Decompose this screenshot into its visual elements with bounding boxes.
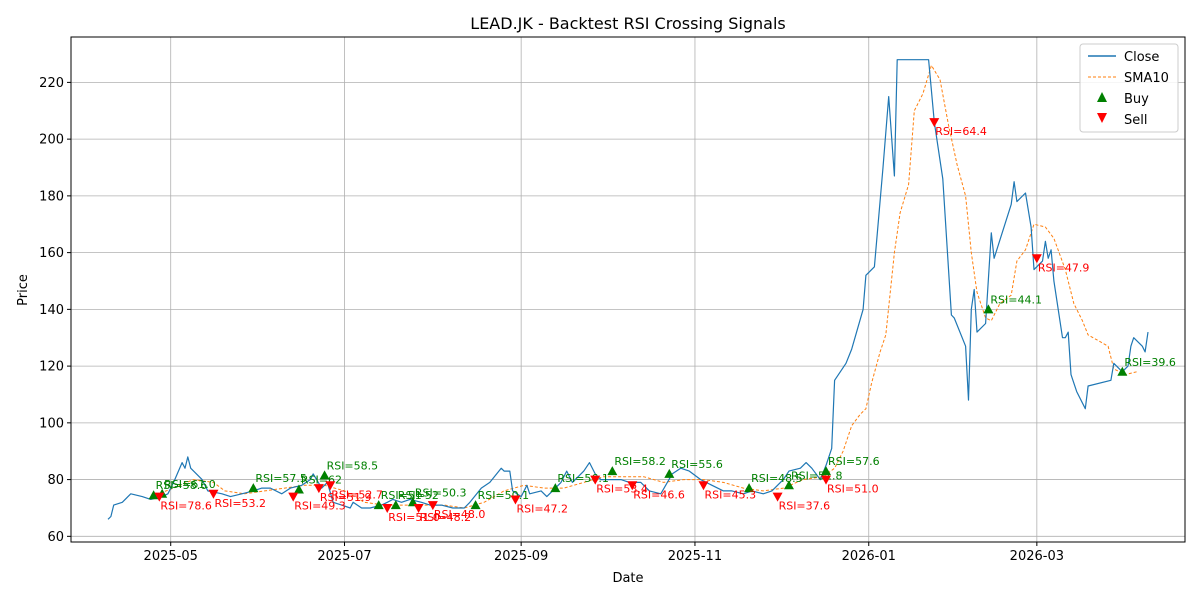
x-tick-label: 2026-03 [1010, 549, 1064, 564]
y-tick-label: 220 [39, 76, 64, 91]
buy-signal-label: RSI=39.6 [1124, 356, 1176, 369]
legend-sell-marker [1097, 113, 1107, 123]
close-price-line [107, 59, 1149, 520]
x-axis-label: Date [612, 571, 643, 586]
legend: Close SMA10 Buy Sell [1079, 43, 1179, 133]
buy-signal-label: RSI=58.5 [327, 459, 379, 472]
buy-signal-label: RSI=51 [381, 489, 422, 502]
buy-signal-marker [664, 468, 675, 478]
buy-signal-label: RSI=61.0 [164, 478, 216, 491]
legend-buy-marker [1097, 92, 1107, 102]
buy-signal-marker [744, 483, 755, 493]
buy-signal-marker [821, 466, 832, 476]
chart-title: LEAD.JK - Backtest RSI Crossing Signals [470, 14, 785, 33]
buy-signal-label: RSI=44.1 [990, 293, 1042, 306]
sell-signal-marker [413, 503, 424, 513]
sell-signal-marker [382, 503, 393, 513]
x-tick-label: 2025-07 [317, 549, 371, 564]
plot-frame [70, 36, 1186, 543]
y-tick-label: 100 [39, 416, 64, 431]
x-tick-label: 2025-11 [668, 549, 722, 564]
sell-signal-marker [313, 484, 324, 494]
sell-signal-label: RSI=78.6 [160, 500, 212, 513]
legend-buy-label: Buy [1124, 92, 1149, 107]
sell-signal-label: RSI=64.4 [935, 125, 987, 138]
y-tick-label: 180 [39, 189, 64, 204]
buy-signal-label: RSI=50.1 [478, 489, 530, 502]
y-axis: 60 80 100 120 140 160 180 200 220 [39, 76, 71, 545]
y-tick-label: 200 [39, 133, 64, 148]
y-tick-label: 140 [39, 303, 64, 318]
buy-signal-marker [293, 484, 304, 494]
sell-signal-marker [427, 501, 438, 511]
sell-signal-label: RSI=52.7 [331, 488, 383, 501]
sell-signal-label: RSI=51.9 [320, 491, 372, 504]
sell-signal-marker [698, 481, 709, 491]
y-tick-label: 80 [47, 473, 64, 488]
sell-signal-label: RSI=48.2 [420, 511, 472, 524]
sell-signal-label: RSI=51.0 [827, 483, 879, 496]
sell-signal-marker [208, 489, 219, 499]
x-tick-label: 2026-01 [842, 549, 896, 564]
buy-signal-marker [390, 500, 401, 510]
sell-signal-label: RSI=47.9 [1038, 261, 1090, 274]
sell-signal-marker [821, 475, 832, 485]
sell-signal-label: RSI=53.4 [596, 483, 648, 496]
buy-signal-marker [607, 466, 618, 476]
legend-sma-label: SMA10 [1124, 71, 1169, 86]
sell-signal-marker [288, 492, 299, 502]
legend-close-label: Close [1124, 50, 1159, 65]
buy-signal-marker [373, 500, 384, 510]
sell-signal-marker [929, 118, 940, 128]
sell-signal-marker [510, 495, 521, 505]
buy-signal-label: RSI=50.3 [415, 486, 467, 499]
buy-signal-label: RSI=57.5 [255, 472, 307, 485]
x-tick-label: 2025-09 [494, 549, 548, 564]
sell-signal-label: RSI=53.2 [214, 497, 266, 510]
sell-signal-label: RSI=48.0 [434, 508, 486, 521]
y-tick-label: 120 [39, 360, 64, 375]
buy-signal-marker [319, 470, 330, 480]
y-tick-label: 160 [39, 246, 64, 261]
sell-signal-label: RSI=49.3 [294, 500, 346, 513]
buy-signal-label: RSI=58.2 [614, 455, 666, 468]
sell-signal-label: RSI=51.0 [388, 511, 440, 524]
buy-signal-marker [550, 483, 561, 493]
sell-signal-marker [590, 475, 601, 485]
y-axis-label: Price [16, 274, 31, 306]
sell-signal-label: RSI=37.6 [779, 500, 831, 513]
sell-signal-marker [1031, 254, 1042, 264]
sell-signal-marker [325, 481, 336, 491]
x-tick-label: 2025-05 [144, 549, 198, 564]
x-axis: 2025-05 2025-07 2025-09 2025-11 2026-01 2026-… [144, 542, 1064, 564]
buy-signal-marker [248, 483, 259, 493]
sell-signal-marker [772, 492, 783, 502]
y-tick-label: 60 [47, 530, 64, 545]
legend-sell-label: Sell [1124, 113, 1147, 128]
sell-signal-label: RSI=47.2 [516, 502, 568, 515]
sell-signal-label: RSI=46.6 [633, 488, 685, 501]
legend-box [1079, 43, 1179, 133]
sell-signal-marker [154, 492, 165, 502]
buy-signal-label: RSI=52 [398, 489, 439, 502]
buy-signal-marker [148, 490, 159, 500]
buy-signal-marker [983, 304, 994, 314]
buy-signal-marker [470, 500, 481, 510]
buy-signal-label: RSI=51.8 [791, 469, 843, 482]
sell-signal-label: RSI=45.3 [705, 488, 757, 501]
buy-signal-label: RSI=58.6 [156, 479, 208, 492]
buy-signal-marker [783, 480, 794, 490]
sell-signal-marker [627, 481, 638, 491]
buy-signal-label: RSI=57.6 [828, 455, 880, 468]
buy-signal-marker [1117, 366, 1128, 376]
grid-lines [71, 37, 1185, 542]
buy-signal-label: RSI=55.6 [671, 458, 723, 471]
